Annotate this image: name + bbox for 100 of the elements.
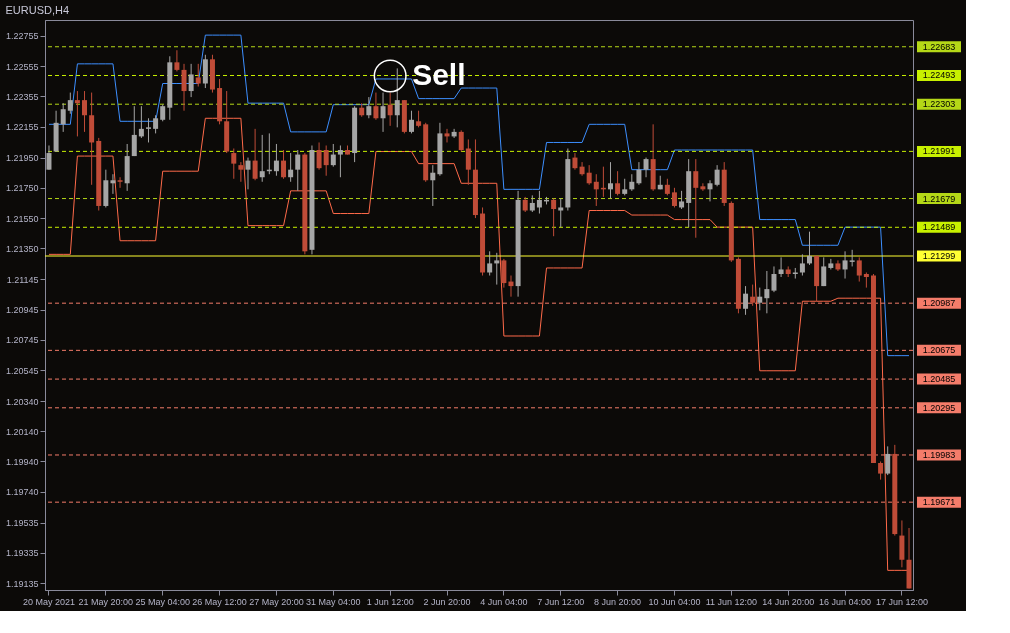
candlestick [295,149,301,192]
ref-line-label: 1.20485 [922,374,956,385]
candlestick [536,190,542,215]
y-tick-label: 1.21750 [5,183,39,194]
x-tick-label: 1 Jun 12:00 [366,596,414,607]
x-tick-label: 10 Jun 04:00 [648,596,701,607]
candlestick [778,256,784,278]
candlestick [856,256,862,283]
candlestick [636,161,642,186]
x-tick-label: 26 May 12:00 [192,596,247,607]
ref-line-label: 1.20295 [922,402,956,413]
x-tick-label: 2 Jun 20:00 [423,596,471,607]
ref-line-label: 1.20675 [922,345,956,356]
candlestick [74,90,80,137]
y-tick-label: 1.19535 [5,518,39,529]
candlestick [366,96,372,119]
ref-line-label: 1.22493 [922,70,956,81]
candlestick [494,252,500,286]
candlestick [195,63,201,88]
candlestick [679,190,685,210]
candlestick [138,105,144,139]
candlestick [586,164,592,186]
ref-line-label: 1.19671 [922,497,956,508]
candlestick [131,105,137,157]
y-tick-label: 1.19335 [5,548,39,559]
candlestick [700,182,706,192]
y-tick-label: 1.20745 [5,335,39,346]
candlestick [174,49,180,72]
candlestick [643,157,649,178]
candlestick [487,250,493,277]
ref-line-label: 1.20987 [922,298,956,309]
candlestick [288,152,294,183]
ref-line-label: 1.21991 [922,146,956,157]
chart-title: EURUSD,H4 [5,4,70,16]
candlestick [558,197,564,228]
candlestick [373,92,379,121]
y-tick-label: 1.21145 [6,274,39,285]
candlestick [323,144,329,177]
ref-line-label: 1.22303 [922,99,956,110]
candlestick [117,176,123,189]
candlestick [465,138,471,186]
x-tick-label: 7 Jun 12:00 [537,596,585,607]
x-tick-label: 20 May 2021 [22,596,75,607]
candlestick [46,144,52,171]
candlestick [671,187,677,208]
ref-line-label: 1.21679 [922,193,956,204]
candlestick [273,143,279,177]
candlestick [807,231,813,266]
y-tick-label: 1.19740 [5,487,39,498]
candlestick [444,128,450,143]
candlestick [743,285,749,316]
candlestick [245,157,251,190]
candlestick [878,460,884,481]
y-tick-label: 1.22555 [5,61,39,72]
candlestick [67,92,73,115]
ref-line-label: 1.19983 [922,449,956,460]
x-tick-label: 25 May 04:00 [135,596,190,607]
y-tick-label: 1.20140 [5,426,39,437]
candlestick [835,259,841,272]
candlestick [430,164,436,207]
candlestick [238,161,244,183]
candlestick [387,92,393,127]
y-tick-label: 1.19135 [5,578,39,589]
candlestick [615,170,621,196]
x-tick-label: 14 Jun 20:00 [762,596,815,607]
candlestick [764,270,770,314]
candlestick [885,445,891,476]
candlestick [707,179,713,202]
x-tick-label: 21 May 20:00 [78,596,134,607]
candlestick [145,117,151,143]
x-tick-label: 4 Jun 04:00 [480,596,528,607]
candlestick [153,114,159,134]
x-tick-label: 17 Jun 12:00 [875,596,928,607]
candlestick [252,128,258,181]
line-series [48,34,910,357]
candlestick [408,110,414,134]
candlestick [501,258,507,289]
candlestick [330,143,336,168]
candlestick [750,284,756,307]
ref-line-label: 1.22683 [922,41,956,52]
candlestick [757,287,763,311]
y-tick-label: 1.21550 [5,213,39,224]
x-tick-label: 11 Jun 12:00 [705,596,758,607]
y-tick-label: 1.20945 [5,305,39,316]
y-tick-label: 1.22355 [5,91,39,102]
candlestick [380,92,386,133]
candlestick [337,144,343,178]
candlestick [110,173,116,195]
x-tick-label: 31 May 04:00 [306,596,361,607]
y-tick-label: 1.19940 [5,456,39,467]
candlestick [181,63,187,112]
y-tick-label: 1.20545 [5,365,39,376]
candlestick [259,134,265,183]
candlestick [281,149,287,180]
candlestick [799,253,805,277]
candlestick [579,161,585,177]
y-tick-label: 1.20340 [5,396,39,407]
candlestick [842,250,848,280]
x-tick-label: 27 May 20:00 [249,596,304,607]
candlestick [551,197,557,237]
